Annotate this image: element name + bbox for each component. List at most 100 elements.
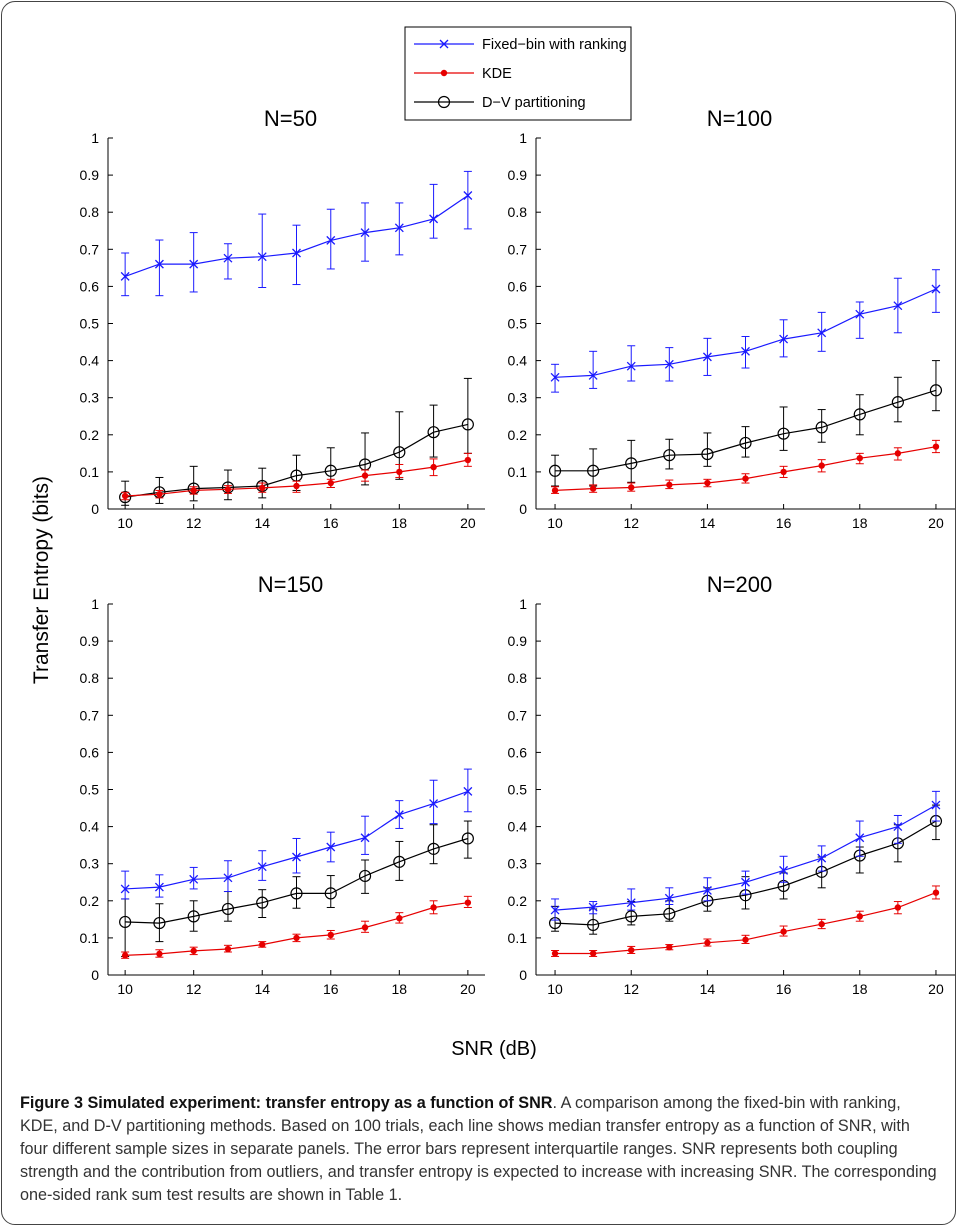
kde-point-8 (856, 454, 863, 462)
dv-point-9 (891, 396, 904, 409)
x-tick-label: 12 (623, 515, 639, 531)
caption-body: . A comparison among the fixed-bin with … (20, 1094, 937, 1204)
fixed-bin-point-9 (429, 799, 439, 809)
dv-errorbar-8 (395, 840, 404, 881)
panel-title: N=150 (258, 572, 323, 597)
dv-point-0 (119, 491, 132, 504)
y-tick-label: 0.1 (508, 930, 528, 946)
dv-errorbar-6 (326, 875, 335, 908)
kde-point-1 (156, 950, 163, 958)
y-tick-label: 0.3 (508, 856, 528, 872)
dv-point-3 (663, 449, 676, 462)
kde-point-1 (589, 485, 597, 492)
y-tick-label: 0 (91, 501, 99, 517)
y-tick-label: 0.5 (80, 782, 100, 798)
y-tick-label: 0.7 (508, 241, 528, 257)
dv-errorbar-2 (627, 439, 636, 483)
y-tick-label: 0.6 (508, 278, 528, 294)
y-tick-label: 1 (91, 130, 99, 146)
panel-title: N=50 (264, 106, 317, 131)
kde-point-4 (259, 941, 266, 948)
x-tick-label: 10 (117, 515, 133, 531)
y-tick-label: 0.2 (80, 427, 100, 443)
dv-errorbar-9 (429, 824, 438, 865)
dv-errorbar-5 (741, 426, 750, 458)
dv-point-9 (427, 842, 440, 855)
fixed-bin-errorbar-0 (551, 363, 560, 393)
fixed-bin-point-5 (741, 877, 750, 887)
kde-point-4 (704, 939, 711, 946)
fixed-bin-point-2 (626, 361, 636, 371)
kde-point-1 (589, 950, 597, 957)
dv-point-6 (324, 887, 337, 900)
kde-point-6 (780, 928, 787, 935)
kde-point-0 (551, 950, 559, 957)
y-tick-label: 1 (519, 130, 527, 146)
x-axis-label: SNR (dB) (451, 1038, 537, 1060)
y-tick-label: 0.2 (508, 427, 528, 443)
fixed-bin-point-4 (702, 352, 712, 362)
x-tick-label: 14 (254, 981, 270, 997)
x-tick-label: 16 (323, 981, 339, 997)
fixed-bin-point-1 (588, 370, 598, 380)
kde-point-7 (361, 472, 369, 479)
fixed-bin-point-6 (779, 865, 789, 875)
fixed-bin-errorbar-3 (223, 243, 232, 280)
y-tick-label: 0.3 (80, 390, 100, 406)
fixed-bin-point-0 (120, 271, 130, 281)
fixed-bin-point-4 (702, 885, 712, 895)
kde-point-6 (327, 931, 334, 939)
kde-point-9 (430, 904, 437, 911)
fixed-bin-errorbar-4 (258, 850, 267, 881)
legend-item-kde: KDE (414, 66, 512, 82)
kde-point-1 (156, 490, 163, 498)
fixed-bin-series (550, 790, 941, 921)
panel-title: N=100 (707, 106, 772, 131)
fixed-bin-point-5 (292, 248, 301, 258)
fixed-bin-errorbar-2 (627, 345, 636, 382)
legend-label: Fixed−bin with ranking (482, 37, 627, 53)
y-tick-label: 1 (519, 596, 527, 612)
fixed-bin-errorbar-4 (258, 213, 267, 289)
fixed-bin-errorbar-7 (817, 311, 826, 352)
dv-errorbar-4 (258, 889, 267, 918)
fixed-bin-series (120, 768, 473, 900)
y-tick-label: 0.5 (80, 316, 100, 332)
fixed-bin-point-2 (189, 259, 199, 269)
x-tick-label: 14 (254, 515, 270, 531)
y-tick-label: 0.5 (508, 316, 528, 332)
fixed-bin-point-3 (223, 253, 233, 263)
fixed-bin-errorbar-10 (463, 170, 472, 230)
y-tick-label: 0.8 (80, 670, 100, 686)
y-tick-label: 0.5 (508, 782, 528, 798)
dv-line (125, 423, 469, 498)
kde-point-10 (932, 443, 940, 450)
dv-point-3 (663, 907, 676, 920)
y-tick-label: 0.2 (80, 893, 100, 909)
fixed-bin-point-8 (855, 833, 865, 843)
dv-point-3 (221, 902, 235, 916)
x-tick-label: 12 (186, 981, 202, 997)
fixed-bin-errorbar-5 (292, 224, 301, 286)
fixed-bin-point-7 (360, 833, 370, 843)
dv-errorbar-4 (703, 432, 712, 467)
y-tick-label: 0.4 (80, 819, 100, 835)
y-tick-label: 0.9 (508, 167, 528, 183)
y-tick-label: 0.4 (508, 353, 528, 369)
fixed-bin-point-6 (326, 235, 336, 245)
panel-n-200: 0 0.1 0.2 0.3 0.4 0.5 0.6 0.7 0.8 0.9 1 10 12 14 16 18 2… (508, 572, 955, 997)
dv-line (554, 820, 937, 926)
fixed-bin-point-10 (463, 786, 473, 796)
kde-point-5 (742, 936, 749, 943)
dv-errorbar-7 (817, 409, 826, 443)
dv-point-0 (548, 464, 562, 477)
kde-point-10 (932, 889, 940, 896)
fixed-bin-errorbar-2 (627, 888, 636, 911)
dv-errorbar-10 (931, 360, 940, 412)
figure-caption: Figure 3 Simulated experiment: transfer … (20, 1092, 940, 1207)
y-tick-label: 0.6 (508, 744, 528, 760)
kde-point-2 (628, 484, 635, 491)
panel-n-150: 0 0.1 0.2 0.3 0.4 0.5 0.6 0.7 0.8 0.9 1 10 12 14 16 18 2… (80, 572, 485, 997)
y-tick-label: 0.1 (80, 464, 100, 480)
